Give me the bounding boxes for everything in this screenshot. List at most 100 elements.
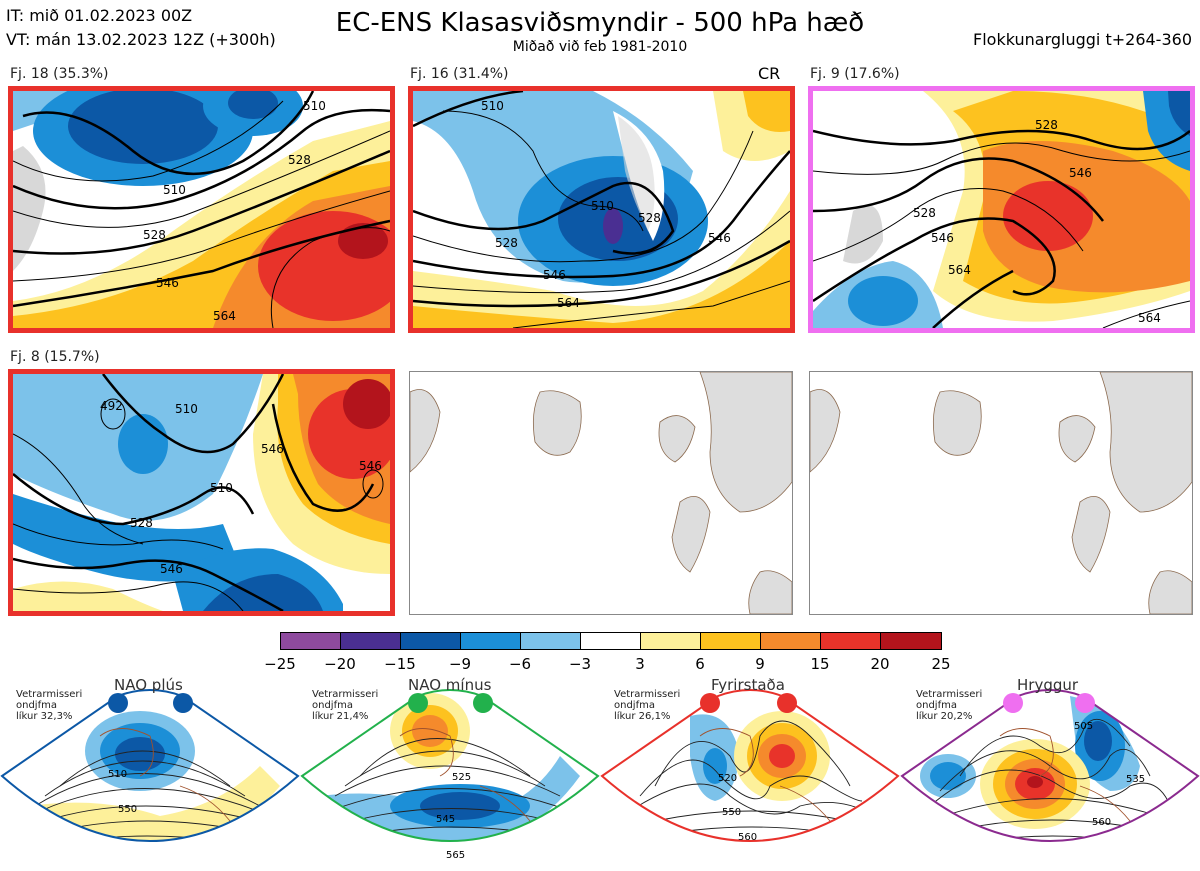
colorbar-tick: 3 [635, 655, 645, 673]
colorbar-cell [460, 632, 521, 650]
contour-label: 505 [1074, 721, 1094, 732]
contour-label: 535 [1126, 774, 1146, 785]
regime-marker-dot [408, 693, 428, 713]
contour-label: 546 [1069, 166, 1092, 180]
cluster-label-1: Fj. 18 (35.3%) [10, 66, 109, 82]
contour-label: 528 [495, 236, 518, 250]
cluster-map-2: 510 510 528 546 564 528 546 [408, 86, 795, 333]
colorbar-tick: −15 [384, 655, 416, 673]
colorbar-tick: −3 [568, 655, 592, 673]
page-subtitle: Miðað við feb 1981-2010 [512, 39, 688, 55]
regime-nao-plus: NAO plús Vetrarmisseri ondjfma líkur 32,… [0, 676, 300, 871]
contour-label: 510 [303, 99, 326, 113]
contour-label: 546 [160, 562, 183, 576]
colorbar-tick: 20 [870, 655, 890, 673]
contour-label: 528 [288, 153, 311, 167]
init-time: IT: mið 01.02.2023 00Z [6, 6, 193, 25]
colorbar-cell [640, 632, 701, 650]
contour-label: 560 [1092, 817, 1112, 828]
contour-label: 546 [931, 231, 954, 245]
regime-title: NAO plús [114, 676, 183, 694]
control-run-tag: CR [758, 64, 781, 83]
regime-nao-minus: NAO mínus Vetrarmisseri ondjfma líkur 21… [300, 676, 600, 871]
contour-label: 550 [118, 804, 138, 815]
regime-marker-dot [1003, 693, 1023, 713]
regime-title: Hryggur [1017, 676, 1079, 694]
regime-caption-line: Vetrarmisseri [312, 689, 379, 700]
regime-caption-line: Vetrarmisseri [916, 689, 983, 700]
contour-label: 528 [130, 516, 153, 530]
colorbar-tick: −6 [508, 655, 532, 673]
regime-marker-dot [777, 693, 797, 713]
regime-caption-line: ondjfma [312, 700, 353, 711]
colorbar-tick: −25 [264, 655, 296, 673]
regime-caption-line: líkur 32,3% [16, 711, 73, 722]
contour-label: 528 [913, 206, 936, 220]
contour-label: 564 [1138, 311, 1161, 325]
colorbar-cell [580, 632, 641, 650]
contour-label: 546 [359, 459, 382, 473]
colorbar-cell [340, 632, 401, 650]
cluster-label-4: Fj. 8 (15.7%) [10, 349, 100, 365]
cluster-map-3: 528 546 528 546 564 564 [808, 86, 1195, 333]
colorbar-tick: 6 [695, 655, 705, 673]
empty-map-6 [809, 371, 1193, 615]
contour-label: 520 [718, 773, 738, 784]
contour-label: 528 [1035, 118, 1058, 132]
colorbar-cell [880, 632, 942, 650]
contour-label: 510 [163, 183, 186, 197]
empty-map-5 [409, 371, 793, 615]
contour-label: 546 [261, 442, 284, 456]
page-title: EC-ENS Klasasviðsmyndir - 500 hPa hæð [335, 8, 865, 38]
colorbar-tick: −9 [448, 655, 472, 673]
colorbar-cell [280, 632, 341, 650]
colorbar-cell [760, 632, 821, 650]
contour-label: 510 [108, 769, 128, 780]
contour-label: 546 [708, 231, 731, 245]
regime-marker-dot [473, 693, 493, 713]
contour-label: 510 [175, 402, 198, 416]
regime-caption-line: ondjfma [916, 700, 957, 711]
contour-label: 528 [638, 211, 661, 225]
contour-label: 564 [213, 309, 236, 323]
contour-label: 564 [557, 296, 580, 310]
regime-caption-line: líkur 21,4% [312, 711, 369, 722]
regime-blocking: Fyrirstaða Vetrarmisseri ondjfma líkur 2… [600, 676, 900, 871]
cluster-map-4: 492 510 510 528 546 546 546 [8, 369, 395, 616]
contour-label: 565 [446, 850, 466, 861]
regime-title: NAO mínus [408, 676, 492, 694]
regime-ridge: Hryggur Vetrarmisseri ondjfma líkur 20,2… [900, 676, 1200, 871]
valid-time: VT: mán 13.02.2023 12Z (+300h) [6, 30, 276, 49]
regime-marker-dot [173, 693, 193, 713]
contour-label: 546 [543, 268, 566, 282]
contour-label: 492 [100, 399, 123, 413]
contour-label: 546 [156, 276, 179, 290]
regime-caption-line: Vetrarmisseri [16, 689, 83, 700]
colorbar-cell [700, 632, 761, 650]
contour-label: 564 [948, 263, 971, 277]
regime-caption-line: líkur 26,1% [614, 711, 671, 722]
contour-label: 510 [591, 199, 614, 213]
cluster-label-2: Fj. 16 (31.4%) [410, 66, 509, 82]
colorbar-tick: 25 [931, 655, 951, 673]
regime-marker-dot [700, 693, 720, 713]
colorbar-cell [400, 632, 461, 650]
contour-label: 528 [143, 228, 166, 242]
contour-label: 560 [738, 832, 758, 843]
regime-marker-dot [108, 693, 128, 713]
regime-caption-line: ondjfma [614, 700, 655, 711]
regime-marker-dot [1075, 693, 1095, 713]
cluster-map-1: 510 528 546 564 528 510 [8, 86, 395, 333]
colorbar-cell [820, 632, 881, 650]
cluster-label-3: Fj. 9 (17.6%) [810, 66, 900, 82]
contour-label: 545 [436, 814, 456, 825]
contour-label: 510 [481, 99, 504, 113]
regime-title: Fyrirstaða [711, 676, 785, 694]
contour-label: 550 [722, 807, 742, 818]
colorbar-tick: 9 [755, 655, 765, 673]
colorbar-tick: −20 [324, 655, 356, 673]
regime-caption-line: Vetrarmisseri [614, 689, 681, 700]
classification-window: Flokkunargluggi t+264-360 [973, 30, 1192, 49]
contour-label: 525 [452, 772, 472, 783]
colorbar-tick: 15 [810, 655, 830, 673]
